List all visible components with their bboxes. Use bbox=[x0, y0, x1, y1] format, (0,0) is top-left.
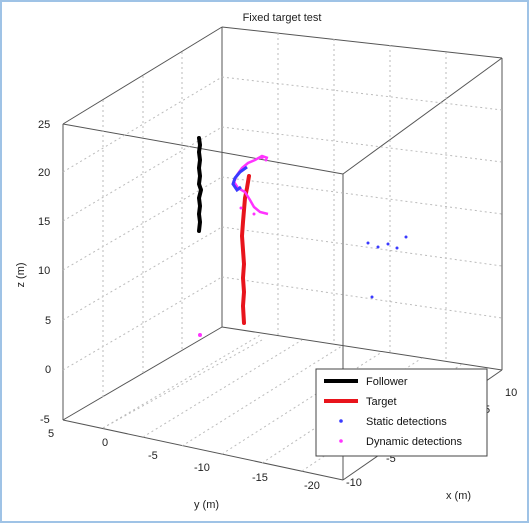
y-tick-label: -20 bbox=[304, 480, 320, 492]
box-edge bbox=[62, 26, 223, 125]
box-edge bbox=[221, 26, 503, 59]
y-axis-ticks: 5 0 -5 -10 -15 -20 bbox=[48, 428, 320, 492]
box-edge bbox=[62, 326, 223, 421]
z-tick-label: 20 bbox=[38, 167, 50, 179]
x-tick-label: -10 bbox=[346, 477, 362, 489]
legend-label-static: Static detections bbox=[366, 416, 447, 428]
grid-line bbox=[62, 226, 223, 321]
x-tick-label: -5 bbox=[386, 453, 396, 465]
y-tick-label: -5 bbox=[148, 450, 158, 462]
grid-line bbox=[62, 176, 223, 271]
series-dynamic-detections bbox=[198, 154, 269, 337]
grid-line bbox=[62, 76, 223, 173]
grid-line bbox=[221, 176, 503, 215]
dynamic-detection-point bbox=[264, 158, 268, 162]
grid-line bbox=[181, 345, 343, 447]
follower-line bbox=[196, 136, 204, 233]
grid-line bbox=[221, 126, 503, 163]
z-tick-label: 10 bbox=[38, 265, 50, 277]
z-tick-label: 25 bbox=[38, 119, 50, 131]
dynamic-detections-trail bbox=[232, 154, 269, 216]
legend-label-dynamic: Dynamic detections bbox=[366, 436, 462, 448]
box-edge bbox=[221, 326, 503, 371]
series-target bbox=[239, 174, 251, 325]
series-follower bbox=[196, 136, 204, 233]
grid-line bbox=[221, 226, 503, 267]
x-tick-label: 10 bbox=[505, 387, 517, 399]
x-axis-label: x (m) bbox=[446, 490, 471, 502]
box-edge bbox=[62, 123, 344, 175]
legend-swatch-static bbox=[339, 419, 343, 423]
box-edge bbox=[62, 419, 344, 481]
series-static-detections bbox=[366, 235, 408, 299]
dynamic-detection-point bbox=[239, 206, 243, 210]
box-edge bbox=[342, 57, 503, 175]
dynamic-detections-core bbox=[231, 165, 248, 193]
legend-box bbox=[315, 368, 488, 457]
dynamic-detection-point bbox=[260, 155, 264, 159]
static-detection-point bbox=[376, 245, 380, 249]
static-detection-point bbox=[366, 241, 370, 245]
legend-label-follower: Follower bbox=[366, 376, 408, 388]
y-tick-label: -15 bbox=[252, 472, 268, 484]
chart-title: Fixed target test bbox=[243, 12, 322, 24]
static-detection-point bbox=[404, 235, 408, 239]
z-axis-ticks: 25 20 15 10 5 0 -5 bbox=[38, 119, 51, 426]
dynamic-detection-point bbox=[252, 212, 256, 216]
z-tick-label: -5 bbox=[40, 414, 50, 426]
z-axis-label: z (m) bbox=[15, 262, 27, 287]
grid-line bbox=[62, 276, 223, 371]
grid-line bbox=[221, 76, 503, 111]
y-tick-label: -10 bbox=[194, 462, 210, 474]
grid-line bbox=[221, 276, 503, 319]
static-detection-point bbox=[395, 246, 399, 250]
grid-line bbox=[62, 126, 223, 222]
legend-swatch-dynamic bbox=[339, 439, 343, 443]
legend-label-target: Target bbox=[366, 396, 397, 408]
grid-line bbox=[221, 351, 383, 455]
z-tick-label: 15 bbox=[38, 216, 50, 228]
grid-line bbox=[142, 339, 303, 438]
y-tick-label: 0 bbox=[102, 437, 108, 449]
dynamic-detection-point bbox=[198, 333, 202, 337]
z-tick-label: 0 bbox=[45, 364, 51, 376]
y-axis-label: y (m) bbox=[194, 499, 219, 511]
grid-line bbox=[102, 333, 263, 429]
y-tick-label: 5 bbox=[48, 428, 54, 440]
grid-line bbox=[102, 339, 263, 429]
static-detection-point bbox=[386, 242, 390, 246]
legend: Follower Target Static detections Dynami… bbox=[315, 368, 488, 457]
z-tick-label: 5 bbox=[45, 315, 51, 327]
static-detection-point bbox=[370, 295, 374, 299]
target-line bbox=[239, 174, 251, 325]
